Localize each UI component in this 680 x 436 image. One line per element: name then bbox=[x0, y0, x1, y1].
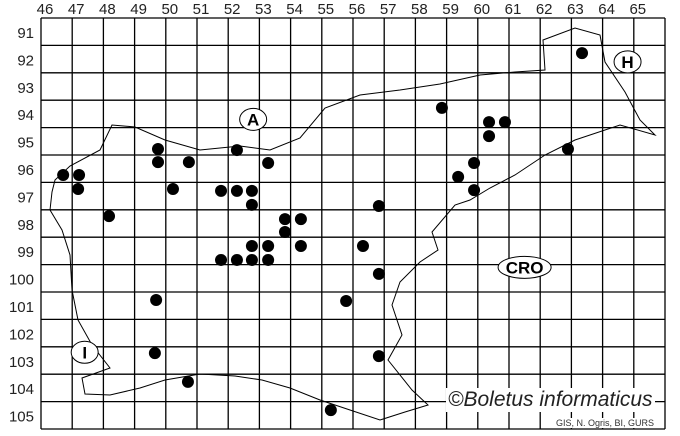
country-ellipse bbox=[497, 255, 552, 279]
record-dot bbox=[372, 199, 385, 212]
record-dot bbox=[245, 239, 258, 252]
record-dot bbox=[561, 142, 574, 155]
column-label: 58 bbox=[411, 1, 428, 18]
column-label: 57 bbox=[380, 1, 397, 18]
border-line bbox=[49, 27, 657, 421]
country-ellipse bbox=[613, 50, 642, 74]
row-label: 105 bbox=[9, 409, 34, 426]
record-dot bbox=[181, 375, 194, 388]
record-dot bbox=[182, 156, 195, 169]
grid bbox=[40, 17, 666, 430]
column-label: 63 bbox=[567, 1, 584, 18]
record-dot bbox=[483, 116, 496, 129]
record-dot bbox=[294, 213, 307, 226]
column-label: 65 bbox=[629, 1, 646, 18]
record-dot bbox=[245, 253, 258, 266]
record-dot bbox=[262, 156, 275, 169]
record-dot bbox=[72, 182, 85, 195]
column-label: 46 bbox=[37, 1, 54, 18]
record-dot bbox=[372, 267, 385, 280]
record-dot bbox=[262, 253, 275, 266]
row-label: 94 bbox=[17, 107, 34, 124]
row-label: 91 bbox=[17, 25, 34, 42]
country-ellipse bbox=[239, 107, 268, 131]
record-dot bbox=[278, 213, 291, 226]
record-dot bbox=[468, 156, 481, 169]
record-dot bbox=[435, 101, 448, 114]
record-dot bbox=[215, 253, 228, 266]
record-dot bbox=[245, 198, 258, 211]
country-border bbox=[49, 27, 657, 421]
column-label: 50 bbox=[161, 1, 178, 18]
row-label: 100 bbox=[9, 272, 34, 289]
country-labels: A H CRO I bbox=[70, 50, 642, 364]
row-label: 103 bbox=[9, 354, 34, 371]
country-label: I bbox=[82, 343, 87, 362]
record-dot bbox=[278, 225, 291, 238]
record-dot bbox=[230, 253, 243, 266]
record-dot bbox=[498, 116, 511, 129]
country-label: CRO bbox=[506, 258, 544, 277]
record-dot bbox=[148, 347, 161, 360]
row-label: 101 bbox=[9, 299, 34, 316]
column-label: 48 bbox=[99, 1, 116, 18]
row-label: 93 bbox=[17, 80, 34, 97]
record-dot bbox=[294, 239, 307, 252]
row-label: 97 bbox=[17, 189, 34, 206]
country-label: H bbox=[621, 53, 633, 72]
record-dot bbox=[340, 295, 353, 308]
record-dot bbox=[103, 210, 116, 223]
record-dot bbox=[452, 170, 465, 183]
column-label: 61 bbox=[505, 1, 522, 18]
column-labels: 46 47 48 49 50 51 52 53 54 55 56 57 58 59 60 61 62 63 64 65 bbox=[37, 1, 646, 18]
record-dot bbox=[372, 350, 385, 363]
column-label: 55 bbox=[317, 1, 334, 18]
record-dot bbox=[152, 142, 164, 155]
record-dot bbox=[215, 184, 228, 197]
record-dot bbox=[166, 182, 179, 195]
column-label: 56 bbox=[349, 1, 366, 18]
row-label: 102 bbox=[9, 326, 34, 343]
record-dot bbox=[324, 404, 337, 417]
record-dot bbox=[57, 169, 70, 182]
country-label: A bbox=[247, 110, 259, 129]
row-labels: 91 92 93 94 95 96 97 98 99 100 101 102 103 104 105 bbox=[9, 25, 34, 426]
row-label: 98 bbox=[17, 217, 34, 234]
record-dot bbox=[468, 184, 481, 197]
record-dot bbox=[483, 130, 496, 143]
row-label: 92 bbox=[17, 52, 34, 69]
column-label: 51 bbox=[193, 1, 210, 18]
column-label: 47 bbox=[68, 1, 85, 18]
record-dot bbox=[230, 184, 243, 197]
row-label: 104 bbox=[9, 381, 34, 398]
record-dot bbox=[576, 47, 589, 60]
country-ellipse bbox=[70, 340, 99, 364]
column-label: 60 bbox=[473, 1, 490, 18]
record-dot bbox=[152, 156, 164, 169]
row-label: 99 bbox=[17, 244, 34, 261]
column-label: 52 bbox=[224, 1, 241, 18]
column-label: 62 bbox=[536, 1, 553, 18]
record-dot bbox=[150, 293, 163, 306]
record-dot bbox=[230, 144, 243, 157]
column-label: 64 bbox=[598, 1, 615, 18]
row-label: 96 bbox=[17, 162, 34, 179]
column-label: 49 bbox=[130, 1, 147, 18]
column-label: 54 bbox=[286, 1, 303, 18]
record-dot bbox=[356, 239, 369, 252]
column-label: 53 bbox=[255, 1, 272, 18]
record-dots bbox=[57, 47, 589, 417]
credit-text: GIS, N. Ogris, BI, GURS bbox=[554, 418, 657, 428]
record-dot bbox=[73, 169, 86, 182]
record-dot bbox=[262, 239, 275, 252]
record-dot bbox=[245, 184, 258, 197]
row-label: 95 bbox=[17, 135, 34, 152]
copyright-text: ©Boletus informaticus bbox=[446, 388, 655, 412]
column-label: 59 bbox=[442, 1, 459, 18]
